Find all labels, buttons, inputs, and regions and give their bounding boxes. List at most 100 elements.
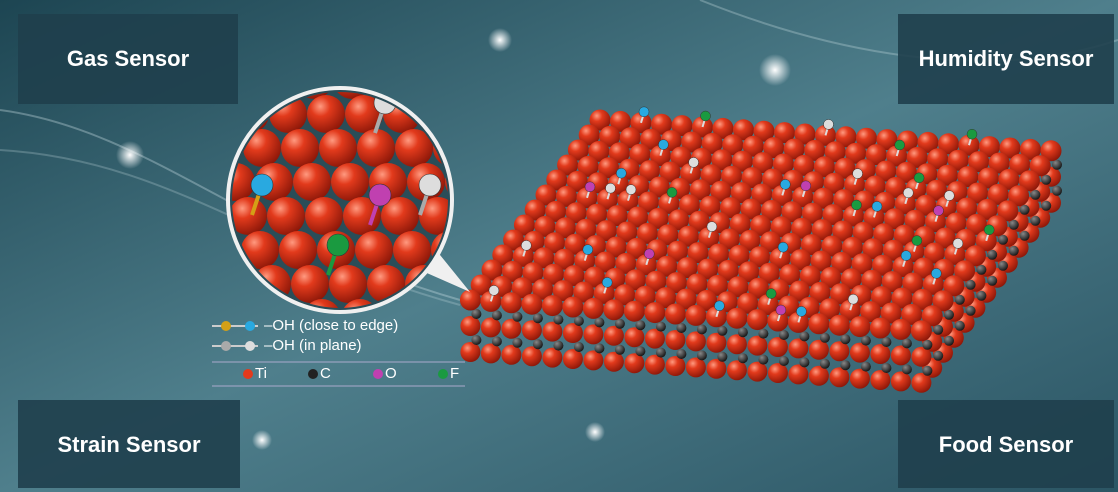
ti-atom (799, 265, 821, 287)
ti-atom (279, 231, 317, 269)
c-atom (696, 324, 707, 335)
ti-atom (553, 248, 575, 270)
ti-atom (726, 360, 747, 381)
surface-group (847, 293, 859, 305)
ti-atom (851, 253, 873, 275)
surface-group (521, 240, 532, 251)
c-atom (860, 361, 871, 372)
ti-atom (739, 229, 761, 251)
ti-atom (634, 285, 656, 307)
ti-atom (545, 200, 567, 222)
ti-atom (1029, 155, 1051, 177)
ti-atom (533, 247, 555, 269)
ti-atom (503, 229, 525, 251)
c-atom (491, 336, 502, 347)
legend: –OH (close to edge) –OH (in plane) Ti C … (212, 317, 465, 387)
ti-atom (281, 129, 319, 167)
ti-atom (829, 341, 850, 362)
legend-swatch (243, 369, 253, 379)
ti-atom (675, 288, 697, 310)
ti-atom (573, 281, 595, 303)
surface-group (706, 221, 718, 232)
surface-group (966, 128, 978, 140)
ti-atom (1020, 138, 1041, 160)
ti-atom (821, 235, 843, 257)
ti-atom (679, 194, 700, 216)
ti-atom (648, 176, 670, 198)
ti-atom (979, 136, 1000, 158)
ti-atom (721, 165, 743, 187)
ti-atom (664, 303, 686, 325)
ti-atom (770, 216, 792, 238)
ti-atom (717, 259, 739, 281)
ti-atom (865, 144, 887, 166)
c-atom (954, 320, 965, 331)
ti-atom (656, 255, 678, 277)
c-atom (676, 349, 687, 359)
ti-atom (835, 126, 857, 148)
ti-atom (747, 335, 768, 356)
ti-atom (578, 124, 600, 146)
ti-atom (557, 154, 579, 176)
ti-atom (583, 324, 604, 345)
surface-group (911, 235, 923, 246)
ti-atom (783, 138, 805, 160)
c-atom (758, 328, 769, 339)
ti-atom (832, 220, 854, 242)
c-atom (1052, 159, 1062, 170)
surface-group (644, 248, 655, 260)
ti-atom (598, 157, 620, 179)
ti-atom (911, 346, 932, 367)
surface-group (944, 190, 955, 201)
ti-atom (977, 167, 999, 189)
ti-atom (614, 284, 636, 306)
c-atom (901, 364, 912, 375)
ti-atom (752, 152, 774, 174)
surface-group (605, 182, 616, 194)
ti-atom (912, 288, 933, 310)
surface-group (777, 241, 789, 253)
c-atom (987, 249, 998, 260)
surface-group (851, 199, 862, 211)
ti-atom (730, 182, 752, 204)
ti-atom (794, 123, 816, 145)
surface-group (796, 306, 807, 317)
ti-atom (459, 289, 481, 311)
label-box (18, 400, 240, 488)
ti-atom (852, 221, 874, 243)
surface-group (765, 288, 777, 299)
ti-atom (840, 268, 862, 290)
surface-group (903, 187, 914, 199)
c-atom (491, 310, 502, 321)
c-atom (933, 350, 944, 361)
surface-group (800, 180, 812, 192)
ti-atom (849, 342, 870, 363)
ti-atom (718, 228, 740, 250)
ti-atom (758, 262, 780, 284)
ti-atom (395, 129, 433, 167)
ti-atom (681, 131, 703, 153)
ti-atom (511, 277, 533, 299)
legend-label: F (450, 365, 459, 382)
ti-atom (728, 244, 750, 266)
ti-atom (893, 224, 915, 246)
ti-atom (636, 222, 658, 244)
c-atom (819, 332, 830, 343)
ti-atom (583, 350, 604, 371)
ti-atom (772, 153, 794, 175)
surface-group (952, 238, 964, 249)
ti-atom (954, 260, 976, 282)
ti-atom (823, 172, 845, 194)
ti-atom (603, 325, 624, 346)
c-atom (965, 305, 976, 316)
surface-group (852, 168, 863, 179)
c-atom (944, 309, 954, 320)
ti-atom (480, 317, 501, 338)
ti-atom (964, 245, 986, 267)
ti-atom (746, 309, 768, 331)
ti-atom (696, 289, 718, 311)
ti-atom (706, 358, 727, 379)
c-atom (532, 339, 543, 350)
c-atom (614, 344, 625, 355)
